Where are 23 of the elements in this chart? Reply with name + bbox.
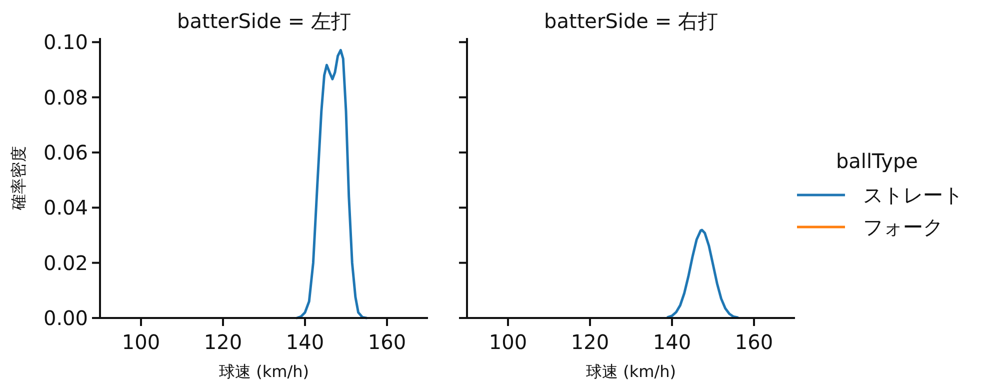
x-tick-label: 100 xyxy=(122,330,160,354)
x-axis-title: 球速 (km/h) xyxy=(586,362,676,381)
y-axis-title: 確率密度 xyxy=(9,146,28,211)
x-tick-label: 120 xyxy=(570,330,610,354)
x-tick-label: 120 xyxy=(204,330,242,354)
x-tick-label: 160 xyxy=(368,330,406,354)
y-tick-label: 0.02 xyxy=(43,250,88,275)
y-tick-label: 0.04 xyxy=(43,196,88,220)
x-tick-label: 160 xyxy=(734,330,774,354)
chart-title: batterSide = 左打 xyxy=(177,9,351,33)
y-tick-label: 0.08 xyxy=(43,85,88,110)
chart-title: batterSide = 右打 xyxy=(544,9,718,33)
x-tick-label: 140 xyxy=(286,330,324,354)
line-series xyxy=(296,48,368,320)
y-tick-label: 0.00 xyxy=(43,306,88,330)
legend-label: フォーク xyxy=(863,215,943,239)
x-tick-label: 140 xyxy=(652,330,692,354)
y-tick-label: 0.06 xyxy=(43,140,88,164)
legend-title: ballType xyxy=(836,149,918,173)
x-tick-label: 100 xyxy=(488,330,528,354)
x-axis-title: 球速 (km/h) xyxy=(219,362,309,381)
legend-label: ストレート xyxy=(863,183,963,207)
y-tick-label: 0.10 xyxy=(43,30,88,54)
